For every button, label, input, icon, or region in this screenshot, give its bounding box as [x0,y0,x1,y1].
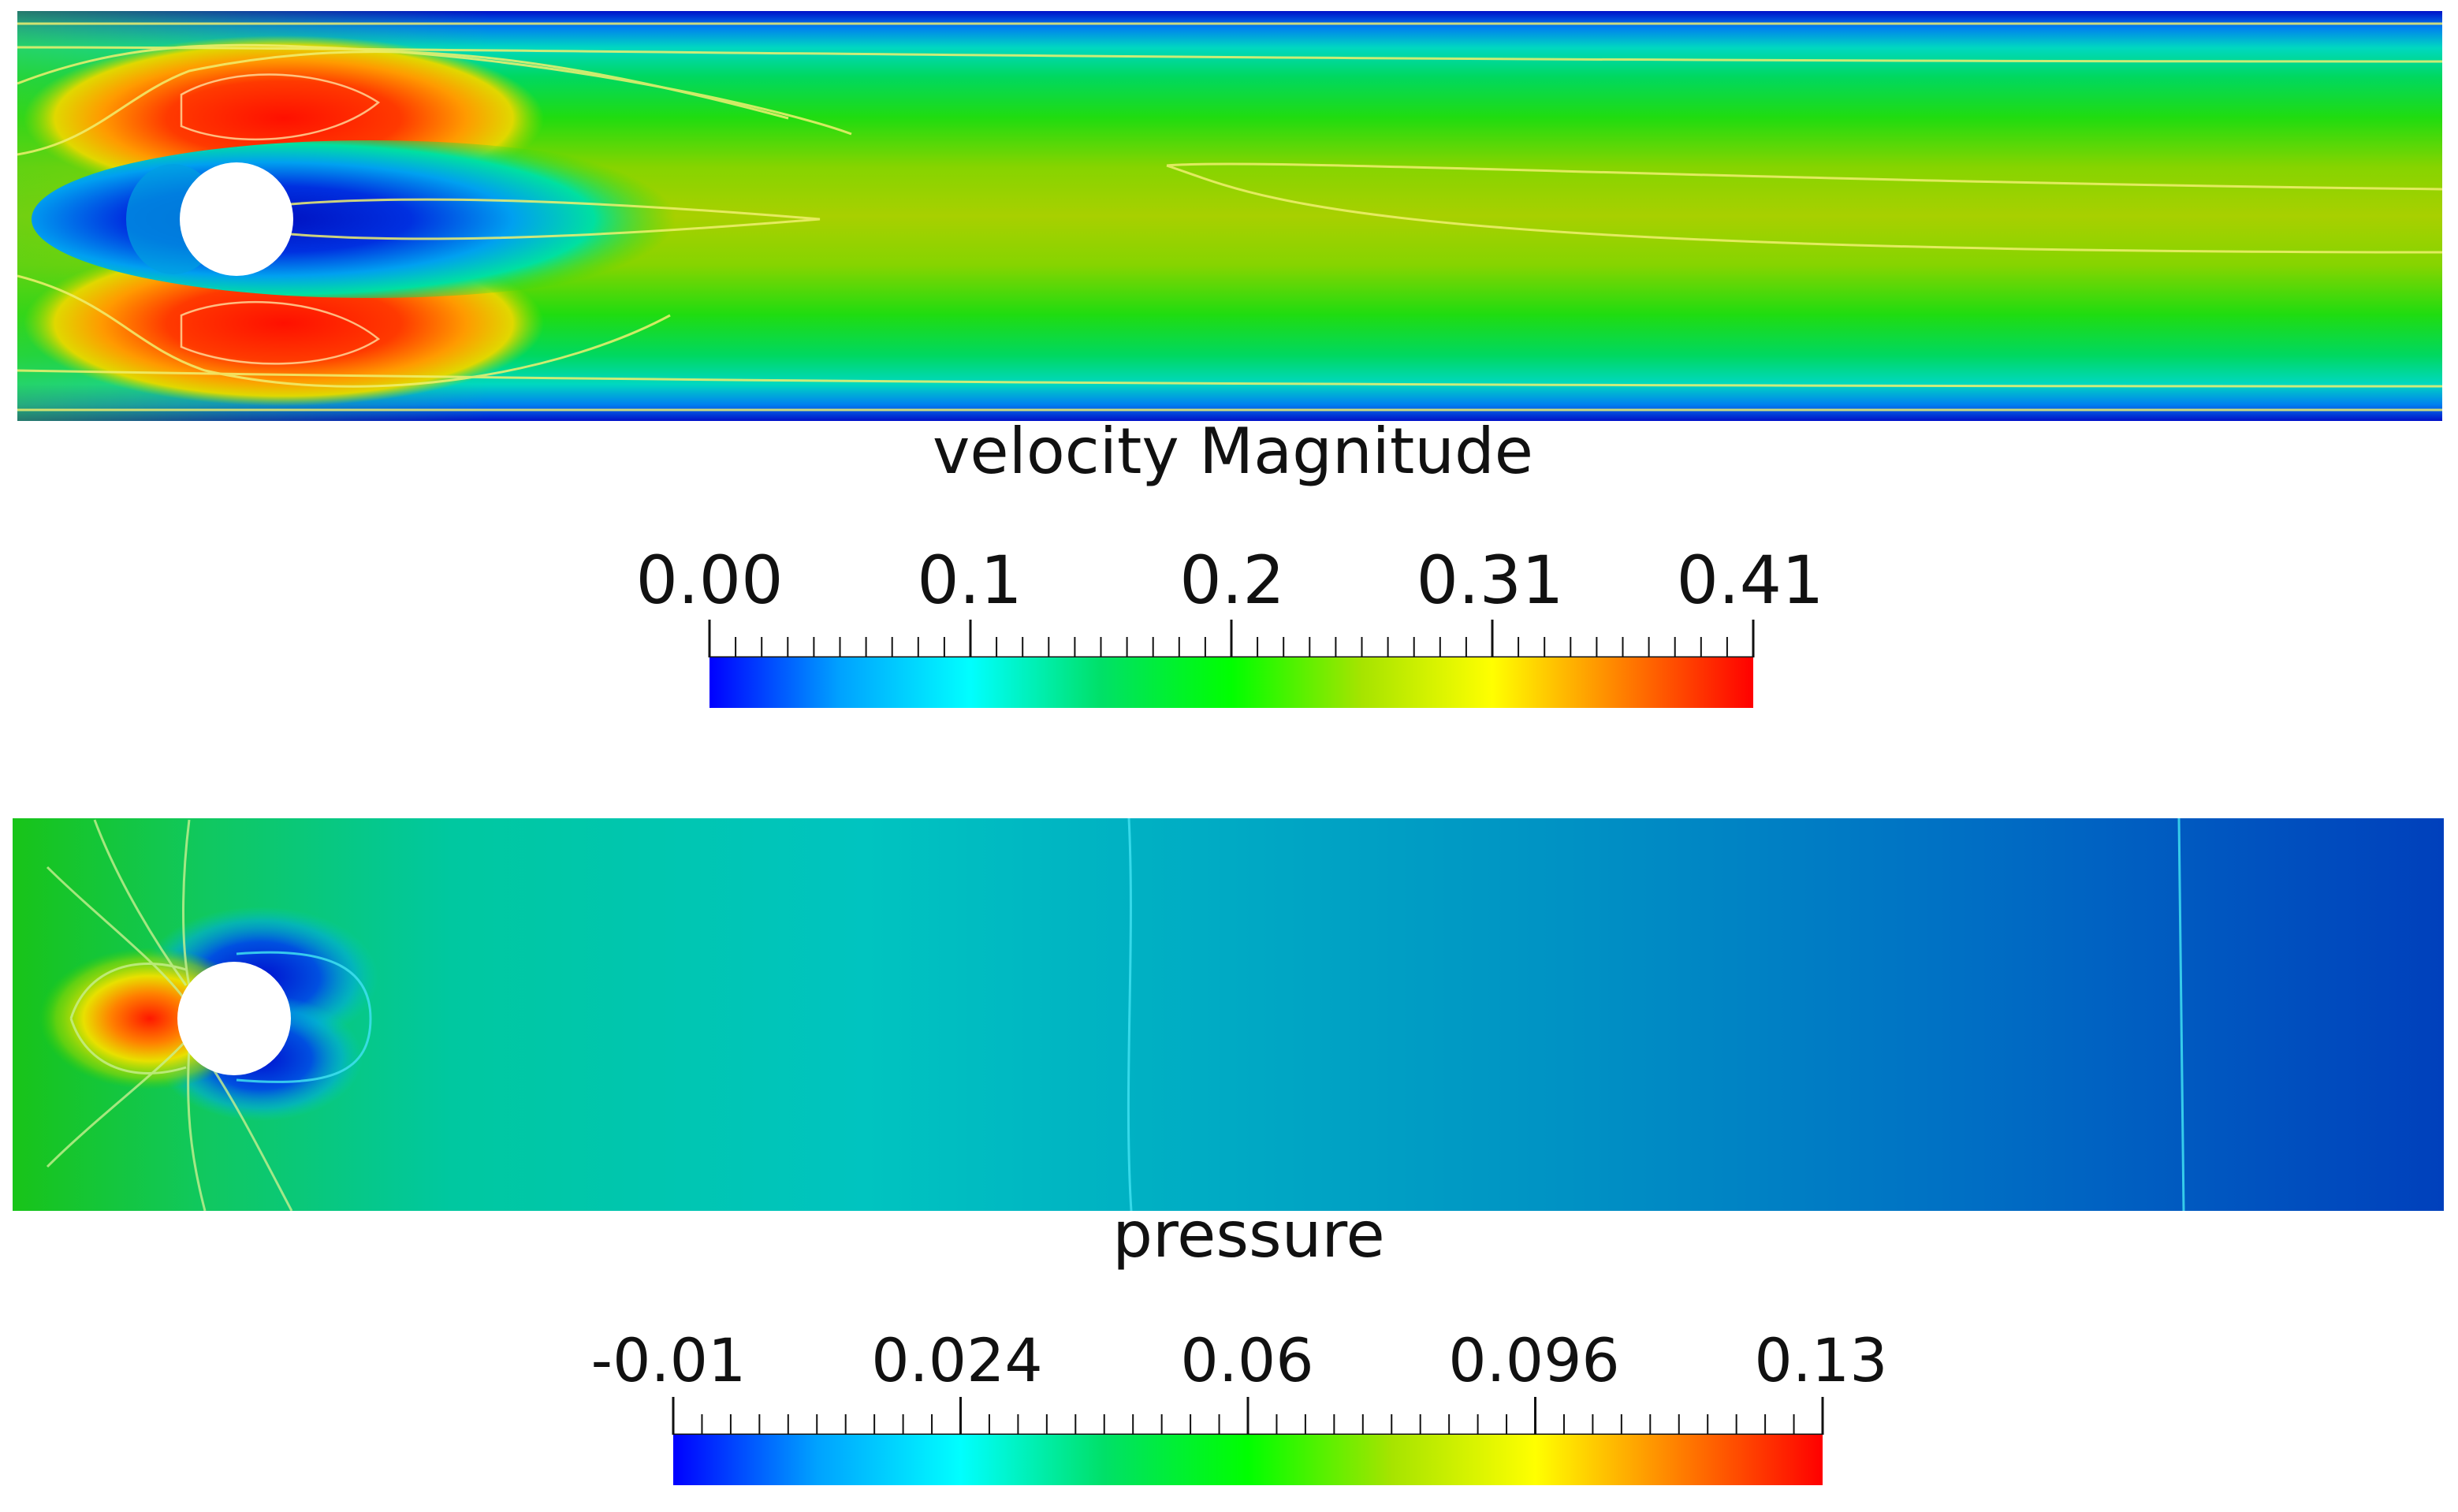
pressure-field-background [13,818,2444,1211]
pressure-tick-label: 0.06 [1180,1325,1313,1395]
pressure-tick-label: 0.13 [1754,1325,1887,1395]
velocity-tick-label: 0.2 [1179,542,1285,619]
velocity-contour-lines [17,22,2442,412]
velocity-hot-contours [180,73,381,365]
pressure-colorbar-ticks [672,1397,1824,1436]
pressure-isolines [236,818,2185,1211]
pressure-colorbar-bar [673,1435,1823,1485]
velocity-title: velocity Magnitude [933,415,1533,488]
pressure-contour-lines [46,819,293,1211]
velocity-tick-label: 0.00 [635,542,783,619]
pressure-colorbar: -0.01 0.024 0.06 0.096 0.13 [591,1325,1888,1485]
pressure-tick-label: -0.01 [591,1325,747,1395]
velocity-tick-label: 0.31 [1416,542,1563,619]
pressure-cylinder [177,962,291,1075]
pressure-title: pressure [1112,1198,1385,1272]
velocity-tick-label: 0.1 [917,542,1022,619]
pressure-tick-label: 0.024 [871,1325,1043,1395]
velocity-cylinder [180,162,293,276]
velocity-colorbar-bar [709,657,1753,708]
velocity-colorbar: 0.00 0.1 0.2 0.31 0.41 [635,542,1824,708]
velocity-tick-label: 0.41 [1676,542,1823,619]
velocity-colorbar-ticks [708,620,1755,659]
velocity-field-panel [17,11,2442,421]
pressure-field-panel [13,818,2444,1211]
pressure-tick-label: 0.096 [1448,1325,1620,1395]
